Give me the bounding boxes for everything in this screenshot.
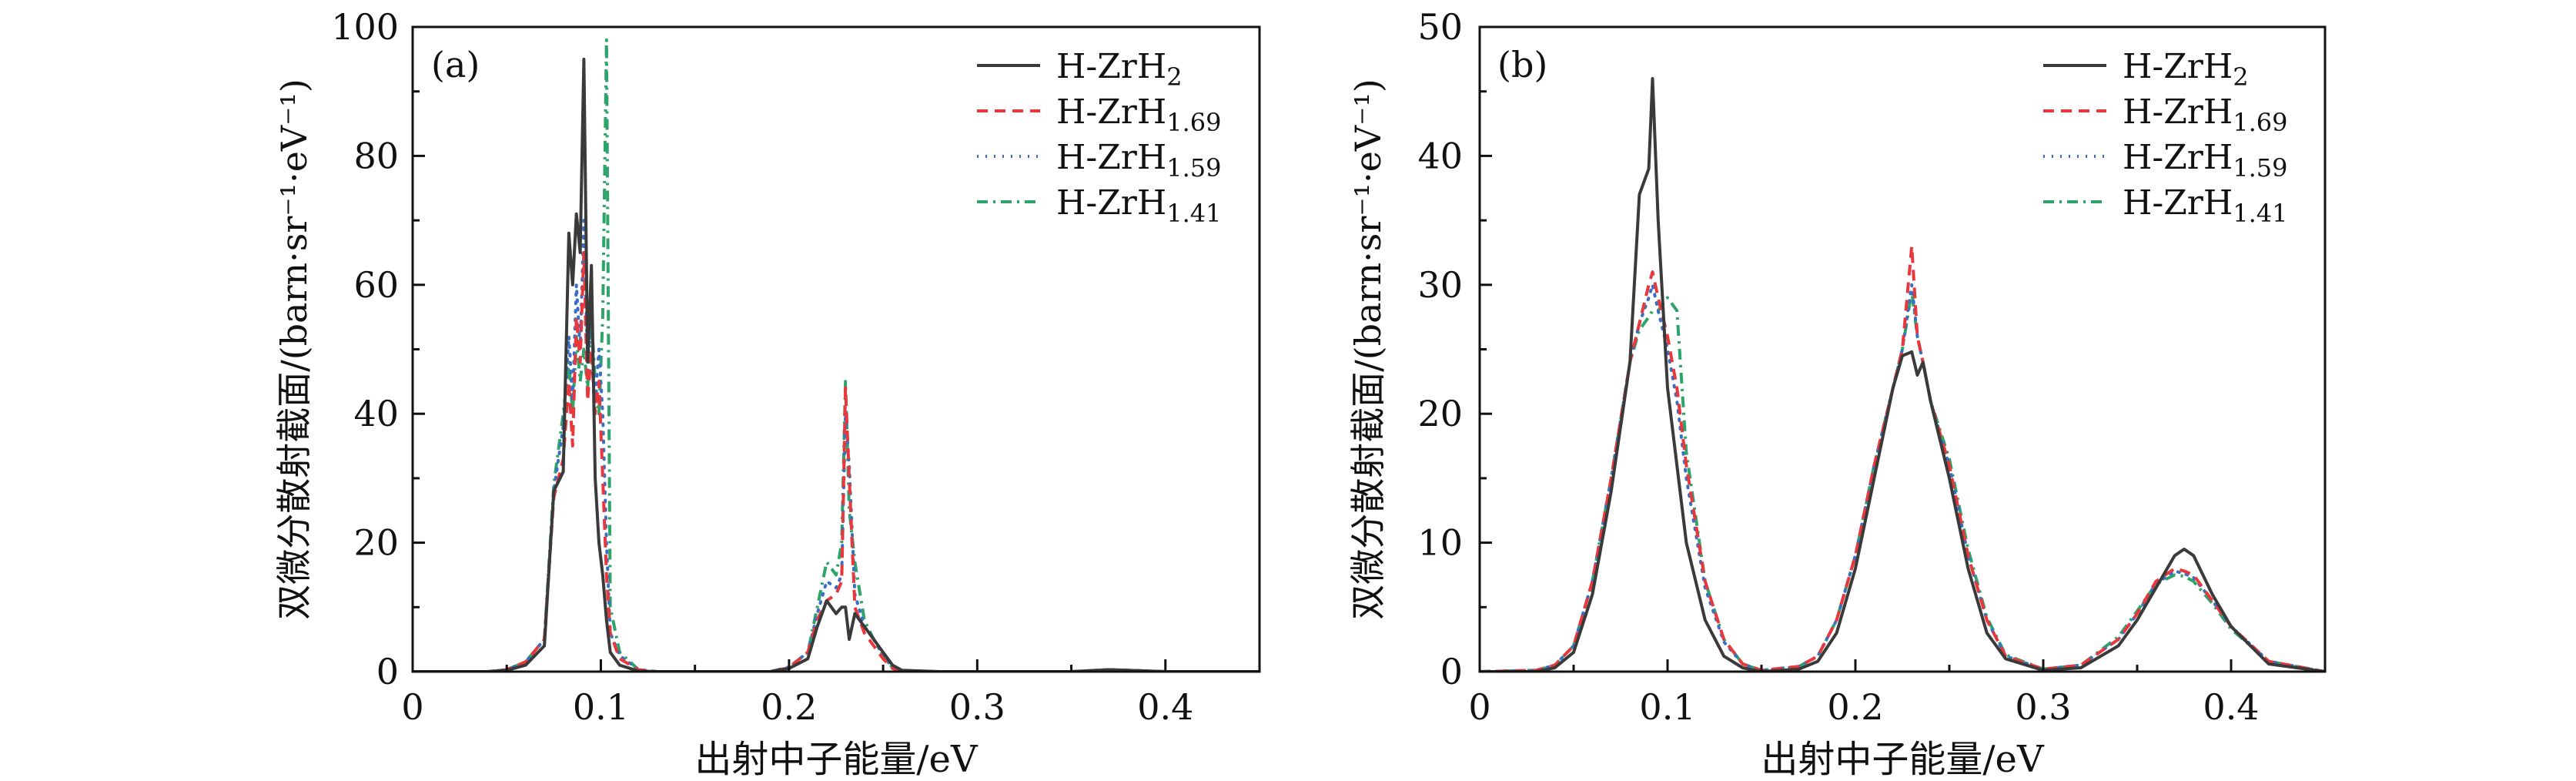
legend-name: H-ZrH [2123,138,2233,177]
chart-panel-b: 0 0.1 0.2 0.3 0.4 0 10 20 30 40 50 出射中子能量/eV 双微分散射截面… [1347,6,2327,781]
legend-name: H-ZrH [1056,92,1166,132]
legend-name: H-ZrH [2123,92,2233,132]
x-tick-label: 0.1 [1639,686,1695,728]
y-tick-label: 60 [353,264,399,306]
x-tick-label: 0.1 [573,686,629,728]
y-tick-label: 100 [331,6,399,48]
y-tick-label: 0 [1440,651,1463,692]
x-axis-label: 出射中子能量/eV [694,738,979,781]
legend-label-ZrH2: H-ZrH2 [1056,47,1183,92]
legend-label-ZrH1.69: H-ZrH1.69 [1056,92,1221,137]
panel-label: (a) [431,44,480,85]
series-line-ZrH1.69 [413,250,1260,672]
legend-subscript: 1.69 [1166,108,1221,137]
legend-label-ZrH1.41: H-ZrH1.41 [1056,183,1221,228]
y-tick-label: 80 [353,135,399,176]
series-group [1480,77,2325,672]
legend-label-ZrH1.59: H-ZrH1.59 [2123,138,2287,183]
legend-name: H-ZrH [2123,47,2233,86]
legend-subscript: 1.41 [2233,199,2287,228]
legend-subscript: 2 [1166,62,1182,92]
legend-subscript: 1.41 [1166,199,1221,228]
y-tick-label: 20 [1417,393,1463,434]
legend-name: H-ZrH [1056,183,1166,223]
x-axis-label: 出射中子能量/eV [1761,738,2045,781]
y-tick-label: 10 [1417,522,1463,564]
series-group [413,38,1260,672]
legend-label-ZrH2: H-ZrH2 [2123,47,2249,92]
panel-label: (b) [1497,44,1547,85]
legend-name: H-ZrH [1056,138,1166,177]
x-tick-label: 0.2 [1827,686,1883,728]
x-tick-label: 0.4 [2203,686,2259,728]
y-tick-label: 50 [1417,6,1463,48]
y-tick-label: 40 [353,393,399,434]
y-axis-label: 双微分散射截面/(barn·sr⁻¹·eV⁻¹) [1347,79,1389,620]
legend-subscript: 1.69 [2233,108,2287,137]
chart-panel-a: 0 0.1 0.2 0.3 0.4 0 20 40 60 80 100 出射中子能量/eV 双微分散射截… [273,6,1261,781]
series-line-ZrH1.59 [413,219,1260,672]
x-tick-label: 0.4 [1137,686,1193,728]
y-tick-label: 0 [376,651,399,692]
series-line-ZrH1.69 [1480,244,2325,672]
x-tick-label: 0 [401,686,423,728]
legend-name: H-ZrH [1056,47,1166,86]
series-line-ZrH2 [1480,77,2325,672]
series-line-ZrH1.41 [413,38,1260,672]
legend-label-ZrH1.69: H-ZrH1.69 [2123,92,2287,137]
legend-subscript: 1.59 [1166,153,1221,183]
series-line-ZrH2 [413,57,1260,672]
y-tick-label: 20 [353,522,399,564]
legend-label-ZrH1.41: H-ZrH1.41 [2123,183,2287,228]
legend-subscript: 1.59 [2233,153,2287,183]
y-tick-label: 40 [1417,135,1463,176]
legend-subscript: 2 [2233,62,2248,92]
legend-name: H-ZrH [2123,183,2233,223]
legend-label-ZrH1.59: H-ZrH1.59 [1056,138,1221,183]
y-tick-label: 30 [1417,264,1463,306]
x-tick-label: 0.3 [2015,686,2071,728]
series-line-ZrH1.41 [1480,290,2325,672]
x-tick-label: 0.3 [949,686,1005,728]
x-tick-label: 0.2 [761,686,817,728]
y-axis-label: 双微分散射截面/(barn·sr⁻¹·eV⁻¹) [273,79,315,620]
x-tick-label: 0 [1468,686,1490,728]
